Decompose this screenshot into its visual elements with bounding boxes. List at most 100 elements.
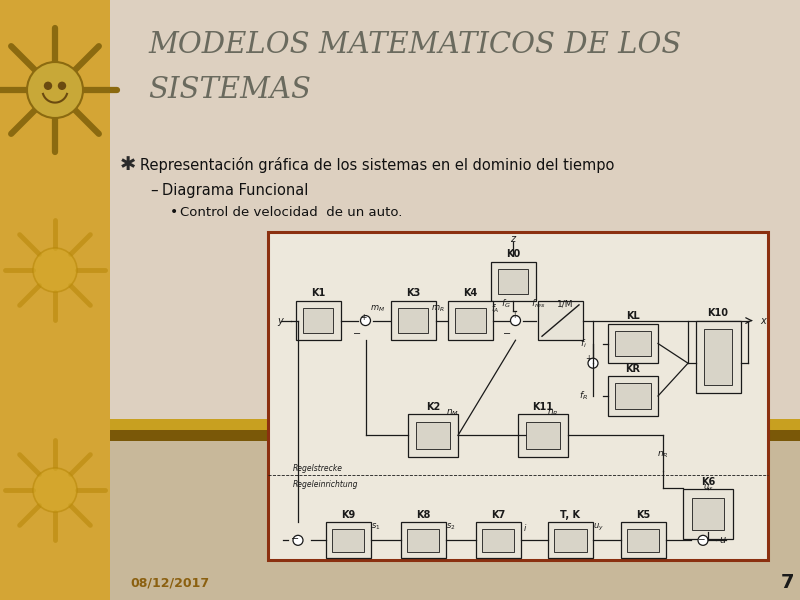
- Text: y: y: [278, 316, 283, 326]
- Bar: [615, 331, 651, 356]
- Text: $u$: $u$: [719, 535, 727, 545]
- Circle shape: [698, 535, 708, 545]
- Bar: [332, 529, 364, 552]
- Text: +: +: [585, 354, 591, 363]
- Text: −: −: [291, 533, 299, 544]
- Text: K8: K8: [416, 510, 430, 520]
- Text: K2: K2: [426, 401, 440, 412]
- Text: +: +: [511, 311, 517, 320]
- Text: K3: K3: [406, 289, 420, 298]
- Circle shape: [361, 316, 370, 326]
- Text: K4: K4: [463, 289, 478, 298]
- Bar: [498, 269, 529, 294]
- Bar: [398, 308, 429, 333]
- Circle shape: [293, 535, 303, 545]
- Text: $s_1$: $s_1$: [370, 522, 380, 532]
- Bar: [0, 0, 110, 600]
- Text: $m_R$: $m_R$: [431, 304, 445, 314]
- Bar: [615, 383, 651, 409]
- Bar: [482, 529, 514, 552]
- Text: KL: KL: [626, 311, 640, 322]
- Bar: [608, 376, 658, 416]
- Text: SISTEMAS: SISTEMAS: [148, 76, 311, 104]
- Text: Diagrama Funcional: Diagrama Funcional: [162, 182, 308, 197]
- Bar: [110, 0, 800, 430]
- Text: $n_M$: $n_M$: [446, 407, 459, 418]
- Text: K1: K1: [311, 289, 325, 298]
- Circle shape: [588, 358, 598, 368]
- Bar: [455, 308, 486, 333]
- Circle shape: [27, 62, 83, 118]
- Text: $u_x$: $u_x$: [702, 482, 714, 493]
- Bar: [627, 529, 659, 552]
- Bar: [683, 490, 733, 539]
- Text: x: x: [760, 316, 766, 326]
- Circle shape: [510, 316, 521, 326]
- Bar: [490, 262, 535, 301]
- Text: +: +: [360, 313, 366, 322]
- Circle shape: [44, 82, 52, 90]
- Circle shape: [58, 82, 66, 90]
- Bar: [448, 301, 493, 340]
- Bar: [390, 301, 435, 340]
- Text: Regeleinrichtung: Regeleinrichtung: [293, 480, 358, 489]
- Text: K7: K7: [491, 510, 505, 520]
- Text: K0: K0: [506, 249, 520, 259]
- Text: K6: K6: [701, 477, 715, 487]
- Text: •: •: [170, 205, 178, 219]
- Bar: [295, 301, 341, 340]
- Text: 7: 7: [780, 574, 794, 593]
- Bar: [416, 422, 450, 449]
- Bar: [548, 522, 593, 559]
- Bar: [408, 414, 458, 457]
- Text: ✱: ✱: [120, 155, 136, 175]
- Bar: [326, 522, 370, 559]
- Text: $f_A$: $f_A$: [491, 303, 500, 316]
- Text: $s_2$: $s_2$: [446, 522, 455, 532]
- Text: $m_M$: $m_M$: [370, 304, 386, 314]
- Text: K5: K5: [636, 510, 650, 520]
- Text: $i$: $i$: [523, 521, 528, 533]
- Text: $n_R$: $n_R$: [547, 407, 558, 418]
- Text: K11: K11: [533, 401, 554, 412]
- Bar: [475, 522, 521, 559]
- Text: 08/12/2017: 08/12/2017: [130, 577, 209, 589]
- Text: –: –: [150, 182, 158, 197]
- Text: $f_R$: $f_R$: [578, 390, 587, 402]
- Bar: [110, 419, 800, 430]
- Text: K9: K9: [341, 510, 355, 520]
- Bar: [538, 301, 583, 340]
- Bar: [401, 522, 446, 559]
- Bar: [692, 499, 724, 530]
- Text: 1/M: 1/M: [558, 299, 574, 308]
- Text: z: z: [510, 233, 515, 244]
- Text: −: −: [503, 329, 511, 338]
- Bar: [302, 308, 334, 333]
- Bar: [268, 232, 768, 560]
- Text: $n_R$: $n_R$: [658, 450, 669, 460]
- Bar: [526, 422, 560, 449]
- Text: Control de velocidad  de un auto.: Control de velocidad de un auto.: [180, 205, 402, 218]
- Text: Representación gráfica de los sistemas en el dominio del tiempo: Representación gráfica de los sistemas e…: [140, 157, 614, 173]
- Text: KR: KR: [626, 364, 641, 374]
- Bar: [518, 414, 568, 457]
- Bar: [554, 529, 586, 552]
- Text: MODELOS MATEMATICOS DE LOS: MODELOS MATEMATICOS DE LOS: [148, 31, 682, 59]
- Bar: [110, 430, 800, 600]
- Text: T, K: T, K: [561, 510, 581, 520]
- Text: K10: K10: [707, 308, 729, 318]
- Circle shape: [33, 248, 77, 292]
- Bar: [704, 329, 733, 385]
- Circle shape: [33, 468, 77, 512]
- Bar: [695, 320, 741, 393]
- Bar: [110, 430, 800, 441]
- Text: Regelstrecke: Regelstrecke: [293, 464, 343, 473]
- Bar: [608, 324, 658, 363]
- Bar: [621, 522, 666, 559]
- Text: $f_{res}$: $f_{res}$: [530, 298, 546, 310]
- Text: −: −: [697, 534, 704, 543]
- Text: $u_y$: $u_y$: [593, 521, 603, 533]
- Text: −: −: [353, 329, 361, 338]
- Text: $f_i$: $f_i$: [579, 337, 586, 350]
- Text: $f_G$: $f_G$: [501, 298, 510, 310]
